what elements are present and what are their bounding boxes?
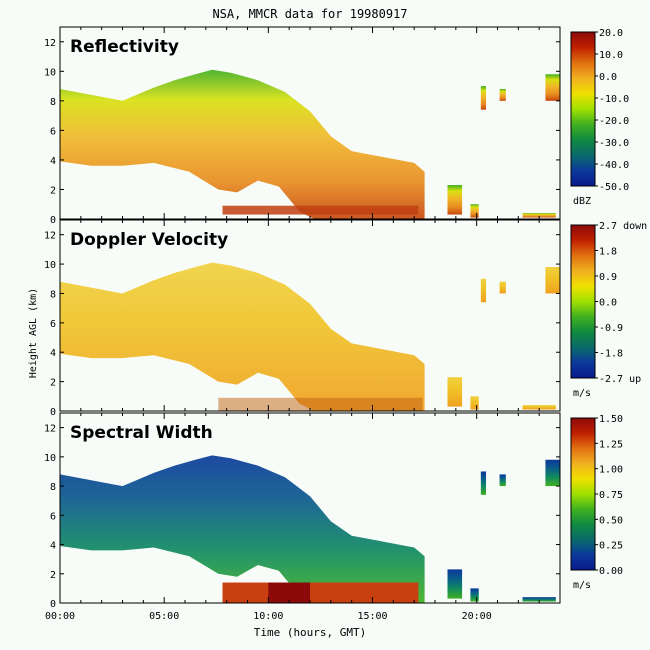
x-tick-label: 10:00 [253, 611, 283, 622]
y-tick-label: 4 [50, 156, 56, 167]
colorbar [570, 417, 596, 571]
y-tick-label: 12 [44, 38, 56, 49]
colorbar [570, 224, 596, 379]
echo-cell [480, 86, 487, 110]
colorbar-tick-label: 20.0 [599, 28, 623, 39]
colorbar-tick-label: 0.0 [599, 298, 617, 309]
y-tick-label: 8 [50, 97, 56, 108]
colorbar-tick-label: -10.0 [599, 94, 629, 105]
echo-cell [447, 569, 463, 599]
x-tick-label: 15:00 [357, 611, 387, 622]
y-tick-label: 10 [44, 453, 56, 464]
colorbar-tick-label: -2.7 up [599, 374, 641, 385]
y-tick-label: 2 [50, 570, 56, 581]
colorbar-tick-label: 1.50 [599, 414, 623, 425]
colorbar-tick-label: 2.7 down [599, 221, 647, 232]
y-tick-label: 0 [50, 599, 56, 610]
echo-cell [470, 396, 479, 410]
colorbar-tick-label: 1.8 [599, 247, 617, 258]
echo-cell [480, 471, 487, 495]
y-tick-label: 8 [50, 482, 56, 493]
echo-region [60, 455, 425, 603]
echo-cell [499, 474, 506, 487]
colorbar-tick-label: -40.0 [599, 160, 629, 171]
colorbar-tick-label: 0.50 [599, 515, 623, 526]
y-tick-label: 8 [50, 289, 56, 300]
y-tick-label: 12 [44, 231, 56, 242]
y-axis-label: Height AGL (km) [28, 288, 39, 378]
colorbar-tick-label: 0.9 [599, 272, 617, 283]
colorbar-tick-label: 0.75 [599, 490, 623, 501]
echo-cell [470, 588, 479, 602]
panel-title: Doppler Velocity [70, 230, 228, 250]
colorbar-tick-label: -1.8 [599, 349, 623, 360]
low-level-layer [222, 205, 419, 215]
x-tick-label: 00:00 [45, 611, 75, 622]
colorbar-tick-label: -50.0 [599, 182, 629, 193]
panel-1: Reflectivity 0 2 4 6 8 10 12 20.0 10.0 0.0 -10.0 -20… [44, 26, 629, 226]
y-tick-label: 6 [50, 511, 56, 522]
panel-title: Reflectivity [70, 37, 179, 57]
y-tick-label: 10 [44, 67, 56, 78]
panels: Reflectivity02468101220.010.00.0-10.0-20… [44, 26, 647, 622]
y-tick-label: 2 [50, 378, 56, 389]
echo-cell [522, 597, 556, 602]
colorbar-tick-label: -20.0 [599, 116, 629, 127]
colorbar-unit: m/s [573, 388, 591, 399]
echo-cell [499, 281, 506, 294]
y-tick-label: 10 [44, 260, 56, 271]
echo-cell [545, 459, 560, 487]
colorbar-tick-label: -0.9 [599, 323, 623, 334]
panel-3: Spectral Width 0 2 4 6 8 10 12 00:00 05:00 10:00 15… [44, 412, 623, 622]
echo-region [60, 69, 425, 219]
echo-cell [447, 185, 463, 215]
x-tick-label: 05:00 [149, 611, 179, 622]
y-tick-label: 2 [50, 185, 56, 196]
x-axis-label: Time (hours, GMT) [254, 626, 367, 639]
panel-title: Spectral Width [70, 423, 213, 443]
y-tick-label: 0 [50, 407, 56, 418]
y-tick-label: 0 [50, 215, 56, 226]
echo-cell [522, 213, 556, 218]
y-tick-label: 12 [44, 424, 56, 435]
echo-cell [447, 377, 463, 407]
low-level-layer [218, 397, 423, 411]
panel-2: Doppler Velocity 0 2 4 6 8 10 12 2.7 down 1.8 0.9 0… [44, 219, 647, 418]
colorbar-unit: m/s [573, 580, 591, 591]
y-tick-label: 4 [50, 348, 56, 359]
low-level-layer [222, 582, 419, 603]
echo-cell [522, 405, 556, 410]
colorbar-tick-label: 0.0 [599, 72, 617, 83]
echo-cell [545, 74, 560, 101]
echo-cell [545, 267, 560, 294]
echo-region [60, 262, 425, 411]
colorbar-tick-label: 0.00 [599, 566, 623, 577]
colorbar-tick-label: 10.0 [599, 50, 623, 61]
y-tick-label: 4 [50, 541, 56, 552]
echo-cell [470, 204, 479, 218]
colorbar-unit: dBZ [573, 196, 591, 207]
colorbar-tick-label: 0.25 [599, 541, 623, 552]
colorbar-tick-label: 1.25 [599, 439, 623, 450]
low-level-core [268, 582, 310, 603]
echo-cell [499, 89, 506, 101]
colorbar [570, 31, 596, 187]
y-tick-label: 6 [50, 126, 56, 137]
figure-title: NSA, MMCR data for 19980917 [212, 7, 407, 21]
y-tick-label: 6 [50, 319, 56, 330]
x-tick-label: 20:00 [462, 611, 492, 622]
colorbar-tick-label: -30.0 [599, 138, 629, 149]
colorbar-tick-label: 1.00 [599, 465, 623, 476]
echo-cell [480, 278, 487, 303]
